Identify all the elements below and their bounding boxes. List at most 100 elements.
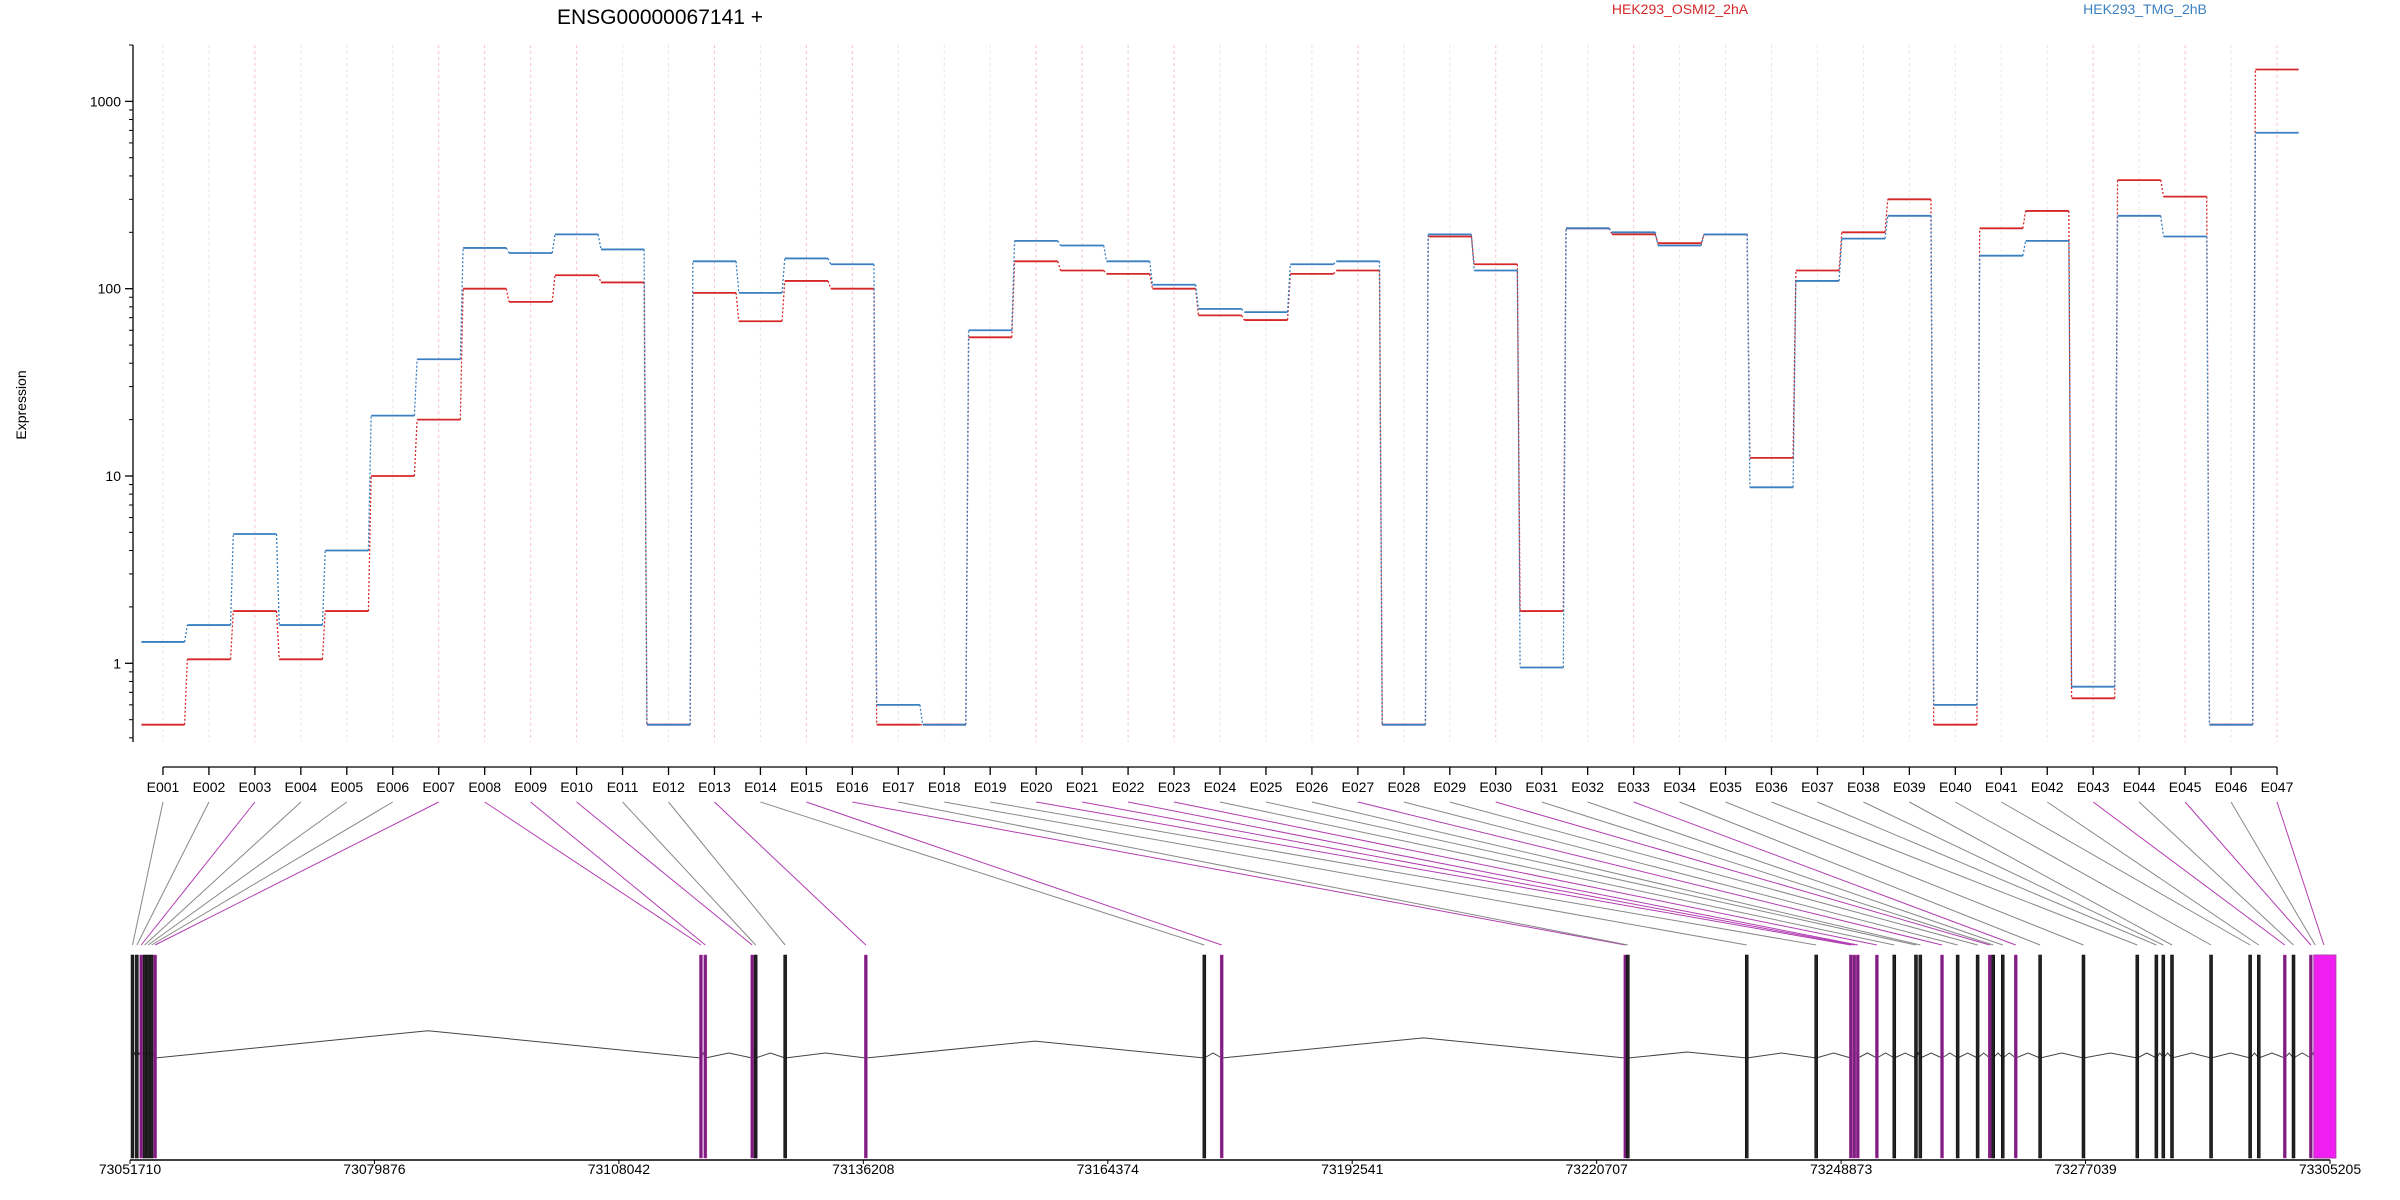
series-1-connector <box>459 288 464 420</box>
series-2-connector <box>183 624 188 643</box>
genomic-tick-label: 73136208 <box>832 1161 895 1177</box>
intron-line <box>2083 1052 2138 1059</box>
series-2-connector <box>321 550 326 626</box>
genomic-tick-label: 73108042 <box>588 1161 651 1177</box>
x-tick-label: E011 <box>607 779 639 795</box>
exon-connector <box>132 801 164 946</box>
x-tick-label: E038 <box>1847 779 1880 795</box>
exon-connector <box>1909 801 2173 946</box>
series-2-connector <box>689 261 694 725</box>
y-tick-label: 1000 <box>90 93 121 109</box>
x-tick-label: E046 <box>2215 779 2248 795</box>
series-1-connector <box>367 475 372 612</box>
x-tick-label: E027 <box>1342 779 1375 795</box>
exon-block <box>2257 954 2261 1159</box>
exon-block <box>1626 954 1630 1159</box>
intron-line <box>1920 1052 1943 1059</box>
exon-block <box>2209 954 2213 1159</box>
exon-block <box>1892 954 1897 1159</box>
exon-block <box>1852 954 1857 1159</box>
exon-connector <box>147 801 348 946</box>
exon-connector <box>990 801 1817 946</box>
exon-connector <box>1863 801 2164 946</box>
x-tick-label: E041 <box>1985 779 2018 795</box>
y-tick-label: 100 <box>98 281 122 297</box>
x-tick-label: E008 <box>468 779 501 795</box>
intron-line <box>2039 1052 2084 1059</box>
exon-block <box>864 954 868 1159</box>
exon-block <box>2161 954 2166 1159</box>
series-1-connector <box>1241 315 1245 321</box>
x-tick-label: E021 <box>1066 779 1099 795</box>
genomic-tick-label: 73192541 <box>1321 1161 1384 1177</box>
series-2-connector <box>1608 227 1613 233</box>
series-2-connector <box>1194 284 1200 309</box>
series-1-connector <box>735 292 740 322</box>
exon-block <box>1991 954 1995 1159</box>
series-2-connector <box>781 258 786 293</box>
series-1-connector <box>1700 234 1705 244</box>
intron-line <box>1746 1052 1817 1059</box>
exon-block <box>130 954 135 1159</box>
y-tick-label: 10 <box>105 468 121 484</box>
exon-block <box>703 954 708 1159</box>
exon-block <box>750 954 754 1159</box>
legend-series-2: HEK293_TMG_2hB <box>2083 1 2207 17</box>
exon-connector <box>1541 801 1994 946</box>
exon-connector <box>760 801 1205 946</box>
x-tick-label: E034 <box>1663 779 1696 795</box>
exon-block <box>2081 954 2086 1159</box>
intron-line <box>2210 1052 2251 1059</box>
exon-connector <box>1495 801 1990 946</box>
series-2-connector <box>1792 280 1797 488</box>
exon-connector <box>144 801 302 946</box>
x-tick-label: E017 <box>882 779 915 795</box>
genomic-tick-label: 73248873 <box>1810 1161 1873 1177</box>
exon-connector <box>2276 801 2325 946</box>
x-tick-label: E020 <box>1020 779 1053 795</box>
exon-connector <box>1449 801 1978 946</box>
x-tick-label: E032 <box>1571 779 1604 795</box>
series-2 <box>141 131 2299 726</box>
exon-connector <box>714 801 867 946</box>
intron-line <box>785 1052 866 1059</box>
exon-block <box>1202 954 1207 1159</box>
exon-block <box>1814 954 1818 1159</box>
x-tick-label: E040 <box>1939 779 1972 795</box>
series-1-connector <box>551 275 556 302</box>
intron-line <box>755 1052 786 1059</box>
intron-line <box>2293 1052 2312 1059</box>
exon-block <box>753 954 758 1159</box>
intron-line <box>1977 1052 1991 1059</box>
exon-connector <box>1036 801 1851 946</box>
x-tick-label: E004 <box>284 779 317 795</box>
series-2-connector <box>1700 234 1705 246</box>
exon-connector <box>1357 801 1943 946</box>
exon-connector <box>2138 801 2294 946</box>
exon-connector <box>484 801 702 946</box>
exon-connector <box>622 801 757 946</box>
series-2-connector <box>459 247 464 360</box>
exon-connector <box>1771 801 2138 946</box>
x-tick-label: E002 <box>193 779 226 795</box>
x-tick-label: E031 <box>1525 779 1558 795</box>
exon-connector <box>530 801 706 946</box>
exon-connector <box>1311 801 1921 946</box>
genomic-tick-label: 73277039 <box>2054 1161 2117 1177</box>
x-tick-label: E007 <box>422 779 455 795</box>
intron-line <box>2002 1052 2017 1059</box>
series-1-connector <box>1286 273 1291 321</box>
x-tick-label: E022 <box>1112 779 1145 795</box>
exon-connector <box>1173 801 1878 946</box>
intron-line <box>1941 1052 1958 1059</box>
x-tick-label: E045 <box>2169 779 2202 795</box>
series-1-connector <box>2022 210 2027 229</box>
intron-line <box>1857 1052 1878 1059</box>
exon-block <box>2248 954 2252 1159</box>
exon-block <box>783 954 787 1159</box>
intron-line <box>705 1052 753 1059</box>
x-tick-label: E033 <box>1617 779 1650 795</box>
series-1-connector <box>1057 261 1062 271</box>
genomic-tick-label: 73305205 <box>2299 1161 2362 1177</box>
